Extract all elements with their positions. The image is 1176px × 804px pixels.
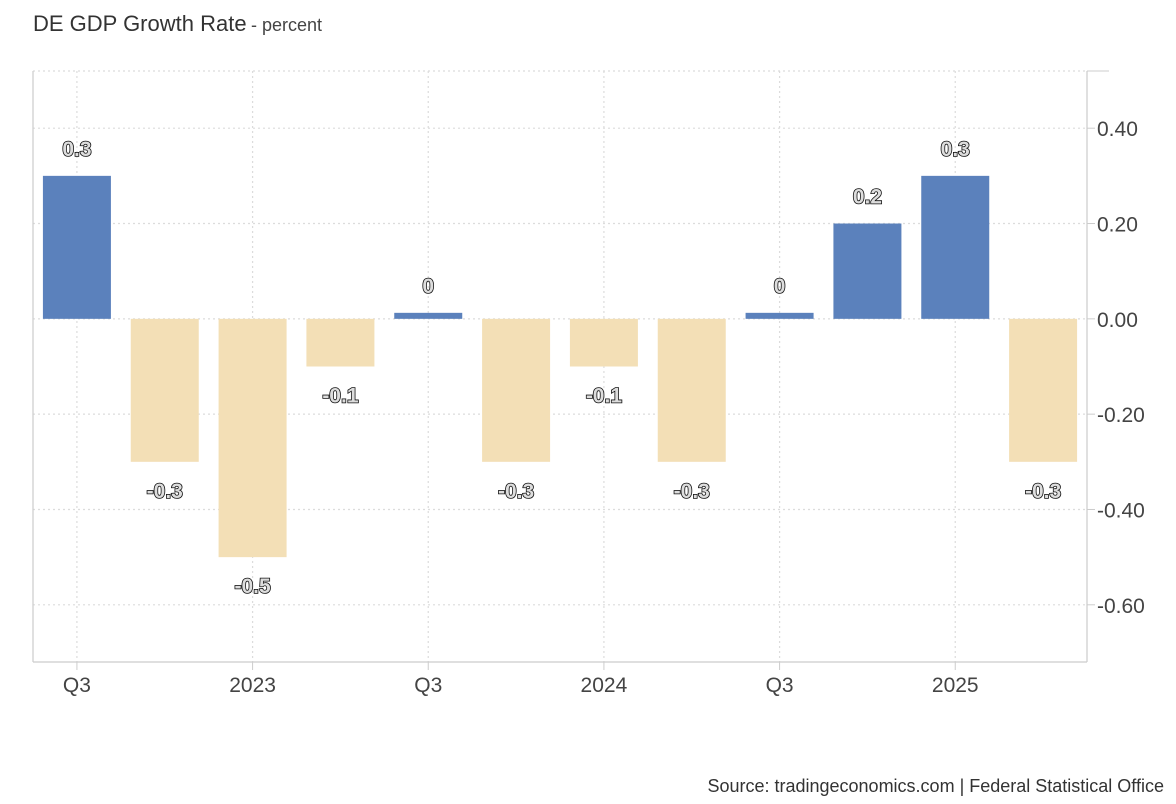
data-label: -0.3 bbox=[147, 480, 183, 503]
bar bbox=[218, 318, 287, 558]
bar-series bbox=[42, 175, 1078, 558]
data-label: 0 bbox=[774, 275, 786, 298]
y-tick-label: 0.40 bbox=[1097, 118, 1138, 141]
bar bbox=[833, 223, 902, 319]
bar bbox=[657, 318, 726, 462]
data-label: 0.3 bbox=[941, 138, 970, 161]
data-label: -0.5 bbox=[234, 575, 271, 598]
data-label: -0.3 bbox=[674, 480, 710, 503]
bar bbox=[482, 318, 551, 462]
y-tick-label: -0.60 bbox=[1097, 595, 1145, 618]
data-label: -0.3 bbox=[1025, 480, 1061, 503]
source-note: Source: tradingeconomics.com | Federal S… bbox=[707, 776, 1164, 796]
x-tick-label: 2025 bbox=[932, 674, 979, 697]
data-label: -0.1 bbox=[322, 385, 359, 408]
bar bbox=[569, 318, 638, 367]
bar bbox=[745, 312, 814, 319]
x-tick-label: 2024 bbox=[581, 674, 628, 697]
data-label: 0.3 bbox=[62, 138, 91, 161]
bar bbox=[306, 318, 375, 367]
x-axis-ticks: Q3 2023 Q3 2024 Q3 2025 bbox=[63, 674, 979, 697]
y-tick-label: -0.20 bbox=[1097, 404, 1145, 427]
data-label: 0.2 bbox=[853, 186, 882, 209]
y-tick-label: -0.40 bbox=[1097, 499, 1145, 522]
chart-title: DE GDP Growth Rate bbox=[33, 11, 247, 36]
data-labels: 0.3 -0.3 -0.5 -0.1 0 -0.3 -0.1 -0.3 0 0.2 0.3 -0.3 bbox=[62, 137, 1062, 599]
chart-axes bbox=[32, 70, 1109, 670]
x-tick-label: Q3 bbox=[766, 674, 794, 697]
data-label: -0.3 bbox=[498, 480, 534, 503]
bar bbox=[130, 318, 199, 462]
x-tick-label: Q3 bbox=[414, 674, 442, 697]
bar bbox=[42, 175, 111, 319]
data-label: -0.1 bbox=[586, 385, 623, 408]
x-tick-label: Q3 bbox=[63, 674, 91, 697]
bar bbox=[1009, 318, 1078, 462]
data-label: 0 bbox=[422, 275, 434, 298]
chart-subtitle: - percent bbox=[251, 15, 323, 35]
bar bbox=[921, 175, 990, 319]
x-tick-label: 2023 bbox=[229, 674, 276, 697]
y-tick-label: 0.20 bbox=[1097, 214, 1138, 237]
bar bbox=[394, 312, 463, 319]
chart-title-block: DE GDP Growth Rate - percent bbox=[33, 11, 322, 37]
y-axis-ticks: 0.40 0.20 0.00 -0.20 -0.40 -0.60 bbox=[1097, 118, 1145, 618]
y-tick-label: 0.00 bbox=[1097, 309, 1138, 332]
